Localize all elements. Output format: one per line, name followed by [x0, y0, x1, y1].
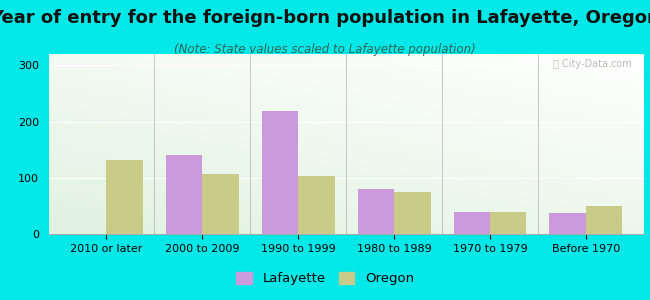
Bar [490, 212, 526, 234]
Bar [298, 176, 335, 234]
Bar [107, 160, 143, 234]
Bar [586, 206, 623, 234]
Bar [166, 155, 202, 234]
Bar [202, 174, 239, 234]
Bar [454, 212, 490, 234]
Legend: Lafayette, Oregon: Lafayette, Oregon [231, 266, 419, 290]
Bar [262, 111, 298, 234]
Bar [549, 213, 586, 234]
Text: (Note: State values scaled to Lafayette population): (Note: State values scaled to Lafayette … [174, 44, 476, 56]
Text: ⓘ City-Data.com: ⓘ City-Data.com [553, 59, 632, 69]
Bar [394, 192, 430, 234]
Bar [358, 189, 394, 234]
Text: Year of entry for the foreign-born population in Lafayette, Oregon: Year of entry for the foreign-born popul… [0, 9, 650, 27]
